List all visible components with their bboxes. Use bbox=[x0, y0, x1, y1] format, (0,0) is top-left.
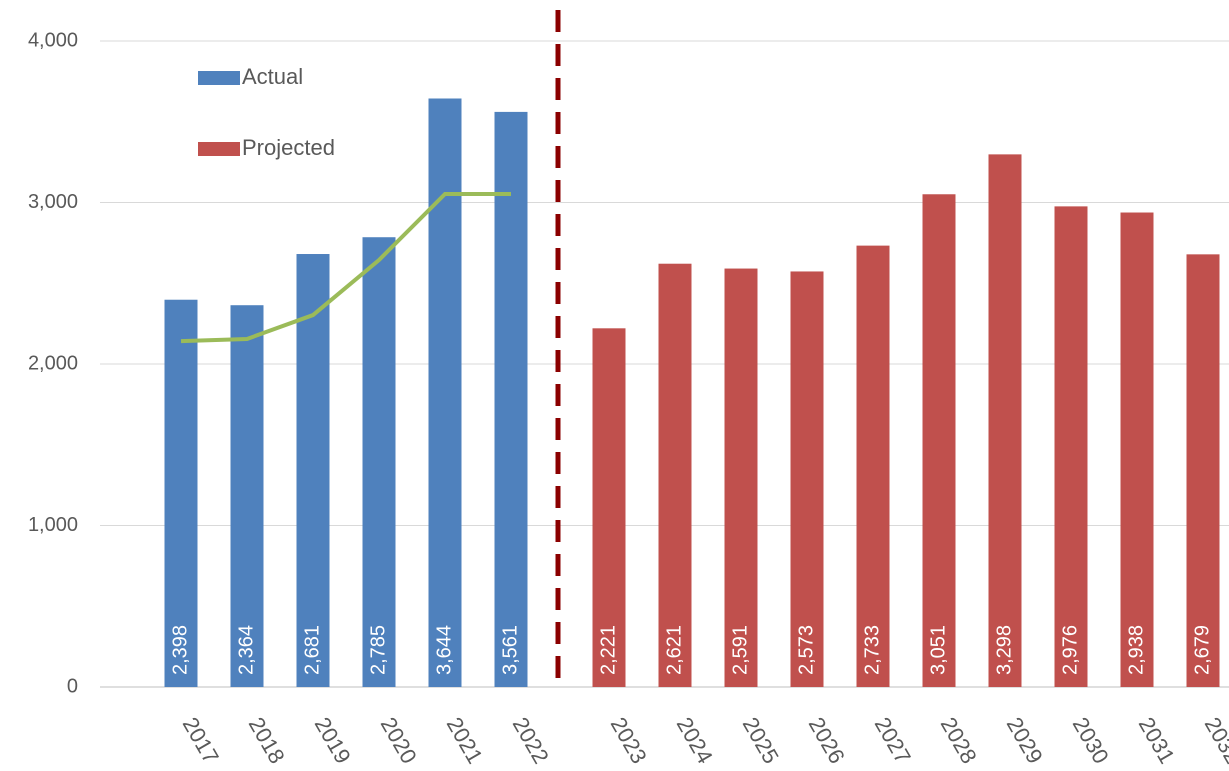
value-label: 3,644 bbox=[433, 625, 455, 675]
x-tick-label: 2031 bbox=[1134, 713, 1180, 768]
bar bbox=[428, 98, 462, 687]
y-tick-label: 4,000 bbox=[28, 29, 78, 51]
x-tick-label: 2022 bbox=[508, 713, 554, 768]
y-tick-label: 0 bbox=[67, 675, 78, 697]
value-label: 2,681 bbox=[301, 625, 323, 675]
value-label: 2,976 bbox=[1059, 625, 1081, 675]
legend-swatch bbox=[198, 142, 240, 156]
x-tick-label: 2018 bbox=[244, 713, 290, 768]
bar bbox=[592, 328, 626, 687]
x-tick-label: 2017 bbox=[178, 713, 224, 768]
x-tick-label: 2027 bbox=[870, 713, 916, 768]
value-label: 2,364 bbox=[235, 625, 257, 675]
bar bbox=[1186, 254, 1220, 688]
bar bbox=[988, 154, 1022, 688]
legend-swatch bbox=[198, 71, 240, 85]
bar bbox=[856, 245, 890, 688]
x-tick-label: 2029 bbox=[1002, 713, 1048, 768]
value-label: 3,051 bbox=[927, 625, 949, 675]
value-label: 2,398 bbox=[169, 625, 191, 675]
legend-label: Projected bbox=[242, 135, 335, 160]
x-tick-label: 2021 bbox=[442, 713, 488, 768]
value-label: 2,679 bbox=[1191, 625, 1213, 675]
bar bbox=[724, 268, 758, 687]
x-tick-label: 2030 bbox=[1068, 713, 1114, 768]
x-tick-label: 2019 bbox=[310, 713, 356, 768]
bar bbox=[362, 237, 396, 687]
bar bbox=[230, 305, 264, 687]
legend-label: Actual bbox=[242, 64, 303, 89]
value-label: 2,621 bbox=[663, 625, 685, 675]
trend-line bbox=[180, 191, 511, 344]
bar bbox=[296, 254, 330, 687]
bar bbox=[922, 194, 956, 688]
y-tick-label: 1,000 bbox=[28, 514, 78, 536]
bar bbox=[1054, 206, 1088, 687]
value-label: 2,591 bbox=[729, 625, 751, 675]
bar bbox=[790, 271, 824, 687]
x-tick-label: 2026 bbox=[804, 713, 850, 768]
x-tick-label: 2020 bbox=[376, 713, 422, 768]
value-label: 2,733 bbox=[861, 625, 883, 675]
x-tick-label: 2028 bbox=[936, 713, 982, 768]
y-tick-label: 3,000 bbox=[28, 191, 78, 213]
value-label: 2,221 bbox=[597, 625, 619, 675]
y-tick-label: 2,000 bbox=[28, 352, 78, 374]
bar bbox=[164, 299, 198, 687]
bar bbox=[494, 111, 528, 687]
value-label: 2,573 bbox=[795, 625, 817, 675]
value-label: 2,785 bbox=[367, 625, 389, 675]
x-tick-label: 2024 bbox=[672, 713, 718, 768]
x-tick-label: 2032 bbox=[1200, 713, 1229, 768]
value-label: 2,938 bbox=[1125, 625, 1147, 675]
x-tick-label: 2023 bbox=[606, 713, 652, 768]
bar bbox=[658, 263, 692, 687]
value-label: 3,298 bbox=[993, 625, 1015, 675]
bar bbox=[1120, 212, 1154, 687]
value-label: 3,561 bbox=[499, 625, 521, 675]
x-tick-label: 2025 bbox=[738, 713, 784, 768]
plot: 0 1,000 2,000 3,000 4,000 2017 2018 2019 2020 202… bbox=[28, 29, 1229, 768]
